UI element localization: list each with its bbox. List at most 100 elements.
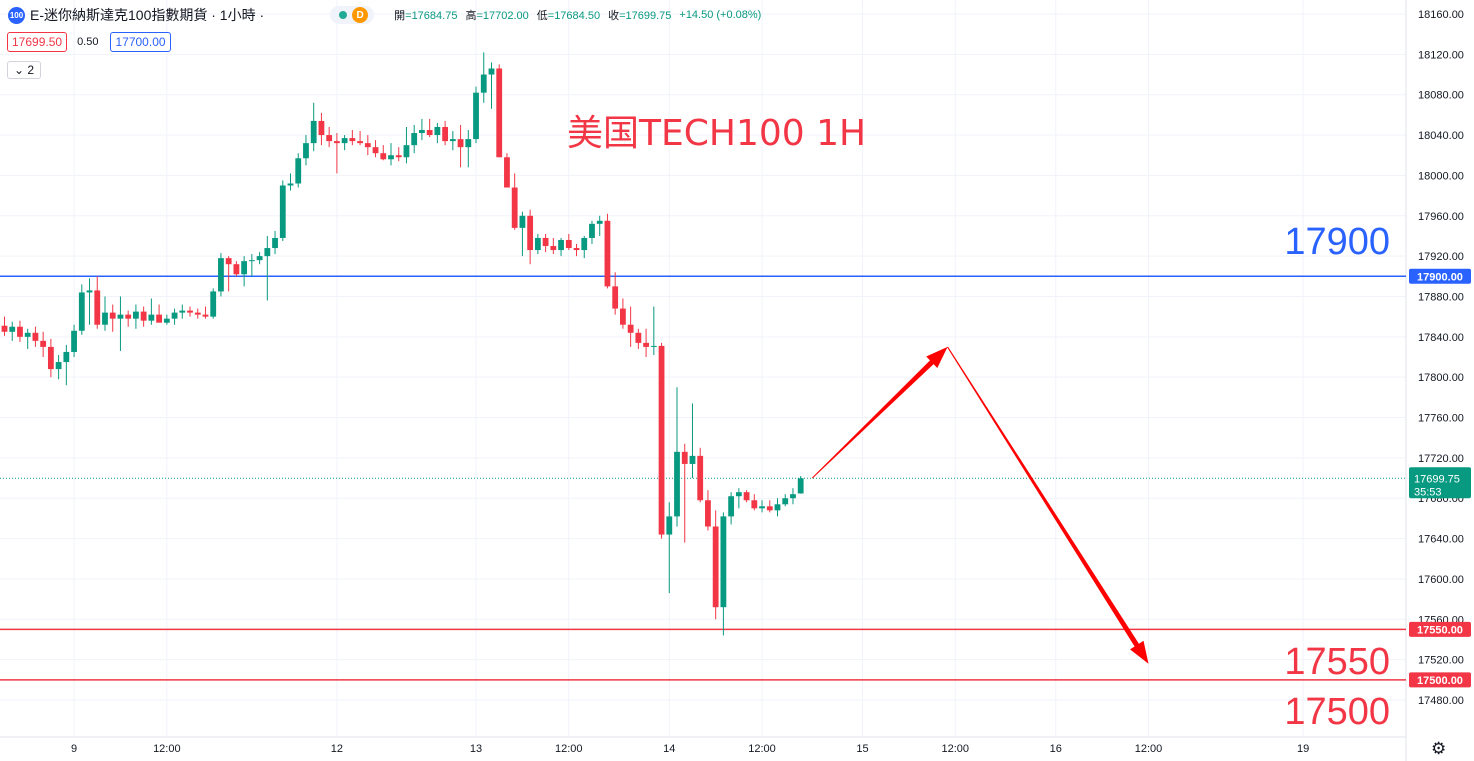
- candle-body: [109, 312, 116, 319]
- candle-body: [527, 215, 534, 251]
- y-tick-label: 17720.00: [1418, 453, 1464, 465]
- candle-body: [357, 141, 363, 144]
- chart-annotation-title: 美国TECH100 1H: [567, 113, 866, 154]
- candle-body: [457, 139, 464, 148]
- x-tick-label: 14: [663, 743, 675, 755]
- ohlc-open: 開=17684.75: [394, 7, 457, 23]
- candle-body: [728, 496, 735, 517]
- symbol-title[interactable]: E-迷你納斯達克100指數期貨 · 1小時 ·: [30, 7, 265, 23]
- y-tick-label: 18120.00: [1418, 49, 1464, 61]
- candle-body: [32, 332, 39, 341]
- open-value: =17684.75: [405, 10, 458, 22]
- x-tick-label: 12:00: [1135, 743, 1163, 755]
- candle-body: [395, 155, 402, 158]
- sell-price-button[interactable]: 17699.50: [7, 32, 68, 52]
- candle-body: [179, 310, 186, 313]
- candle-body: [650, 345, 657, 347]
- candle-body: [47, 346, 54, 370]
- candle-body: [581, 237, 588, 251]
- candle-body: [218, 258, 224, 292]
- candle-body: [419, 130, 425, 134]
- indicators-toggle-button[interactable]: ⌄ 2: [7, 61, 42, 79]
- y-tick-label: 18000.00: [1418, 170, 1464, 182]
- candle-body: [187, 310, 193, 313]
- candle-body: [148, 314, 155, 321]
- x-tick-label: 15: [856, 743, 868, 755]
- candle-body: [697, 455, 704, 501]
- projection-arrow-2: [947, 346, 1149, 664]
- gear-icon[interactable]: ⚙: [1431, 739, 1447, 758]
- candle-body: [511, 187, 518, 228]
- level-price-badge-label: 17500.00: [1417, 675, 1463, 687]
- x-tick-label: 19: [1297, 743, 1309, 755]
- candle-body: [705, 500, 711, 527]
- candle-body: [210, 291, 217, 317]
- candle-body: [326, 135, 333, 142]
- candle-body: [86, 290, 93, 293]
- candle-body: [658, 345, 665, 535]
- candle-body: [565, 239, 572, 249]
- candle-body: [194, 312, 201, 315]
- candle-body: [117, 314, 124, 319]
- candle-body: [797, 478, 804, 494]
- indicator-count: 2: [27, 63, 35, 77]
- y-tick-label: 17960.00: [1418, 211, 1464, 223]
- candle-body: [225, 258, 232, 265]
- candle-body: [790, 494, 796, 499]
- candle-body: [635, 332, 642, 343]
- candle-body: [434, 126, 441, 136]
- candle-body: [504, 157, 510, 188]
- candle-body: [666, 516, 673, 535]
- candle-body: [318, 120, 325, 136]
- y-tick-label: 17600.00: [1418, 574, 1464, 586]
- level-price-badge: [1409, 621, 1471, 637]
- current-price-badge: [1409, 467, 1471, 499]
- candle-body: [612, 286, 619, 309]
- candle-body: [341, 138, 348, 144]
- candle-body: [782, 498, 789, 505]
- candle-body: [78, 292, 85, 331]
- candle-body: [1, 325, 8, 332]
- candle-body: [411, 133, 418, 146]
- market-status-pill[interactable]: D: [330, 6, 375, 24]
- countdown-label: 35:53: [1414, 486, 1442, 498]
- candle-body: [9, 326, 16, 332]
- level-price-badge-label: 17550.00: [1417, 624, 1463, 636]
- y-tick-label: 17520.00: [1418, 655, 1464, 667]
- candle-body: [380, 153, 387, 160]
- candle-body: [712, 526, 719, 608]
- close-value: =17699.75: [619, 10, 672, 22]
- candle-body: [519, 215, 526, 228]
- candle-body: [774, 504, 781, 511]
- candle-body: [550, 246, 557, 251]
- buy-price-button[interactable]: 17700.00: [110, 32, 171, 52]
- candle-body: [689, 455, 696, 464]
- candle-body: [480, 74, 487, 93]
- candle-body: [349, 138, 356, 142]
- candle-body: [627, 324, 634, 333]
- x-tick-label: 9: [71, 743, 77, 755]
- candle-body: [604, 220, 611, 287]
- candle-body: [488, 68, 495, 75]
- open-label: 開: [394, 10, 406, 22]
- candle-body: [303, 143, 309, 159]
- candle-body: [473, 92, 479, 140]
- candle-body: [63, 351, 70, 363]
- symbol-header: 100 E-迷你納斯達克100指數期貨 · 1小時 · D 開=17684.75…: [8, 5, 761, 25]
- candle-body: [751, 500, 758, 509]
- candle-body: [24, 332, 31, 337]
- candle-body: [573, 248, 580, 251]
- candle-body: [256, 256, 263, 261]
- candle-body: [287, 183, 294, 186]
- candle-body: [589, 223, 595, 238]
- level-price-badge: [1409, 672, 1471, 688]
- candle-body: [759, 506, 765, 509]
- ohlc-low: 低=17684.50: [537, 7, 600, 23]
- y-tick-label: 17840.00: [1418, 332, 1464, 344]
- candle-body: [248, 260, 255, 262]
- candle-body: [534, 237, 541, 251]
- x-tick-label: 12:00: [153, 743, 181, 755]
- level-annotation-17550: 17550: [1284, 641, 1390, 683]
